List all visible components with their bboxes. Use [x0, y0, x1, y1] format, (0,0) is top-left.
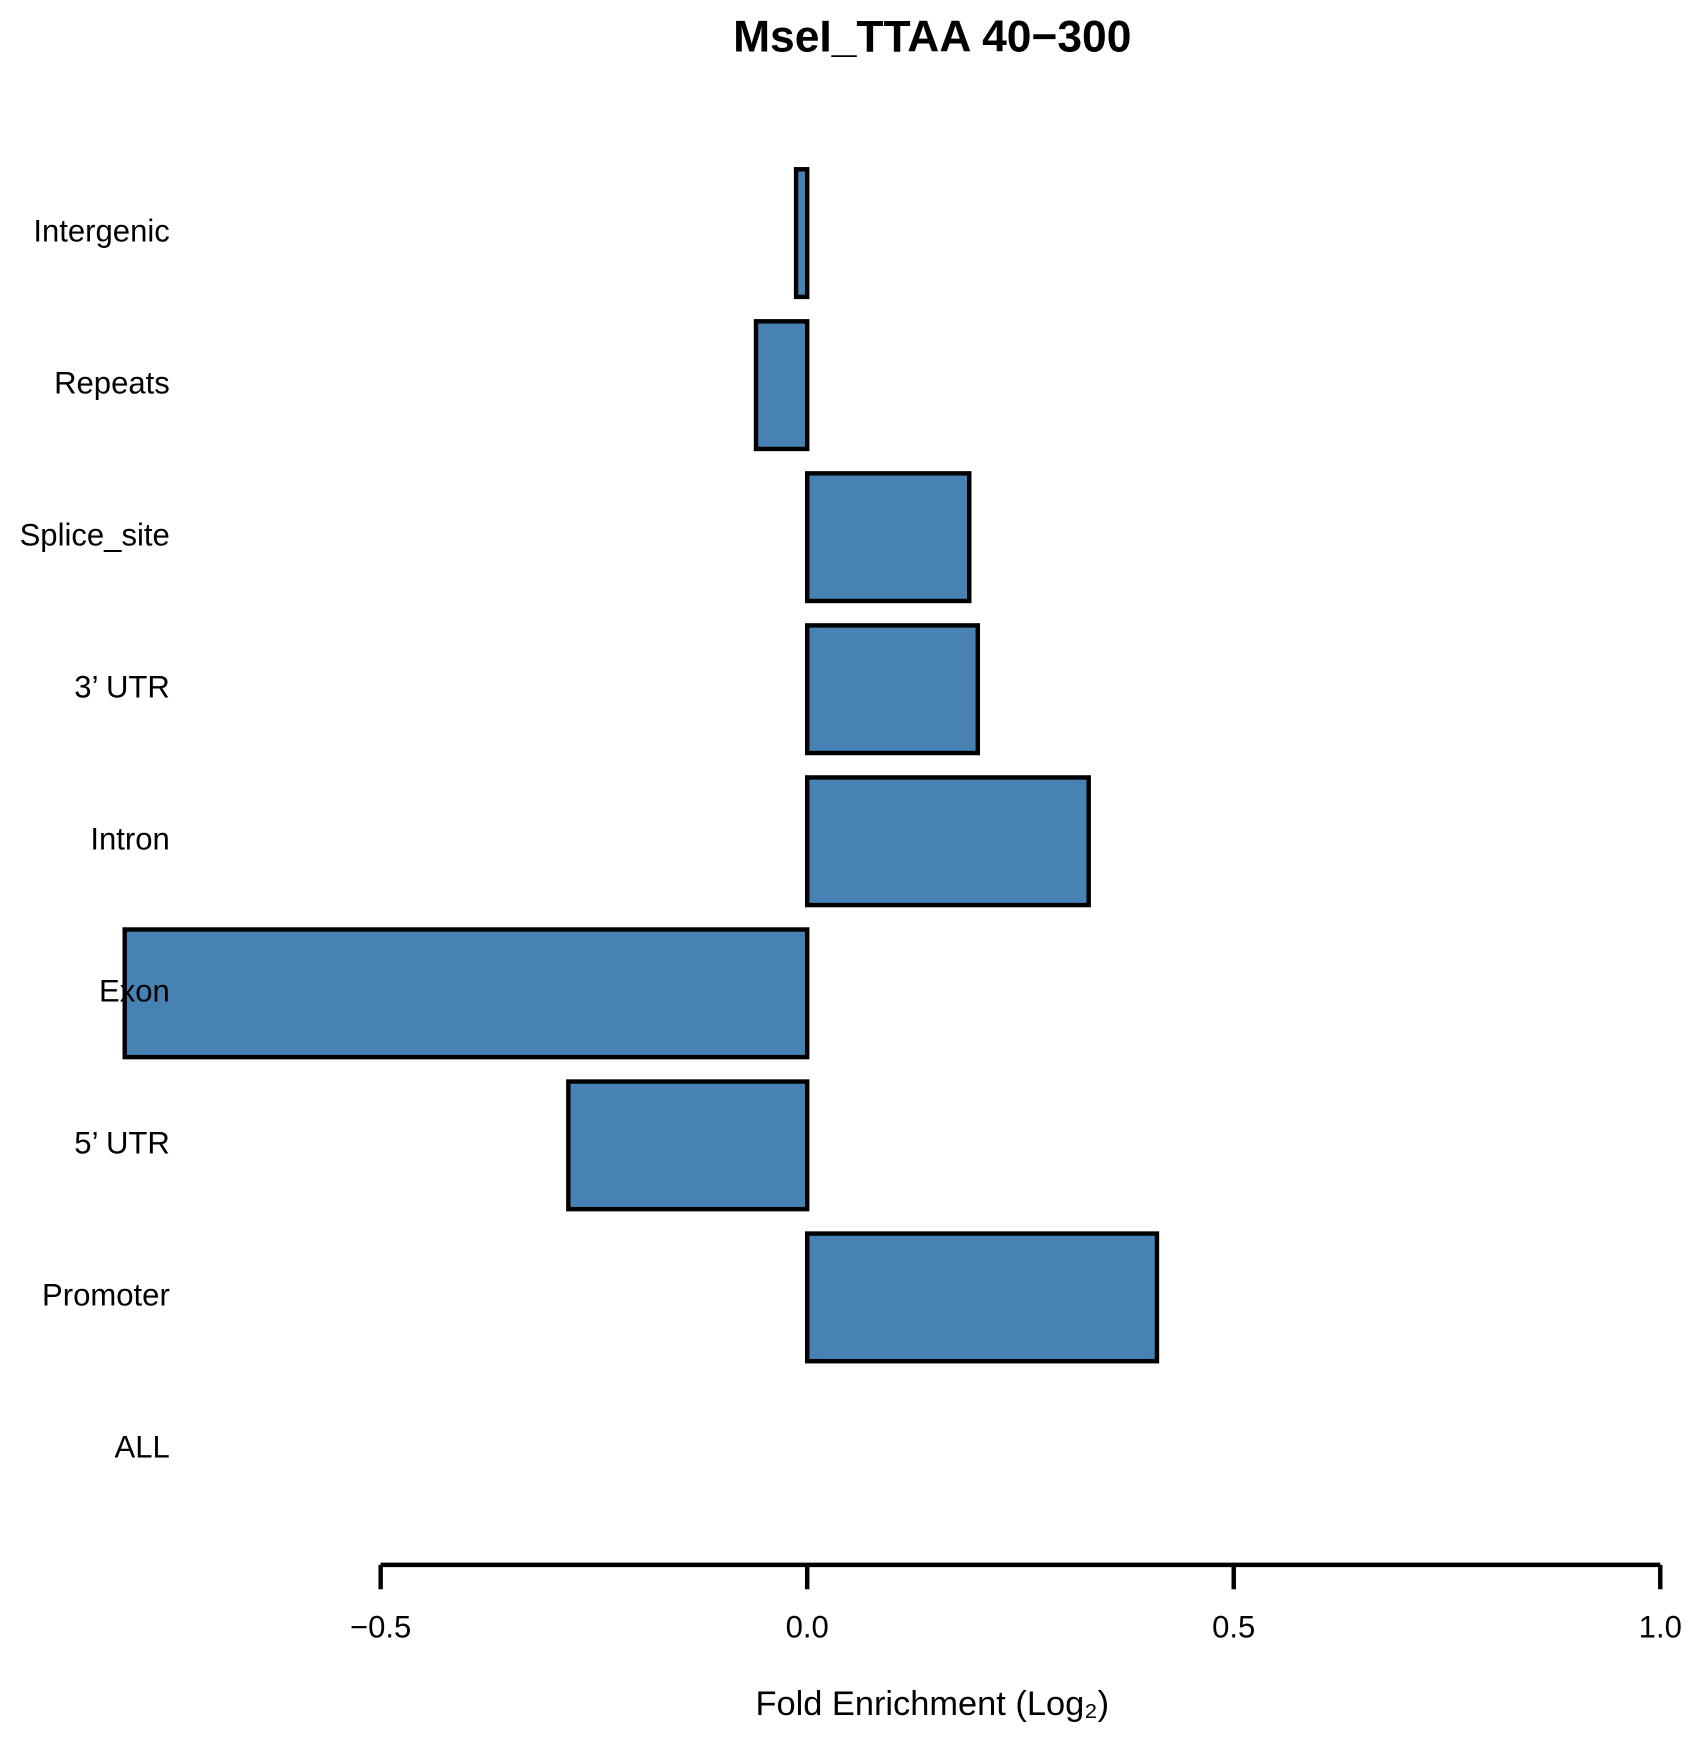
- x-tick-label: 0.0: [786, 1609, 829, 1644]
- y-tick-label: Promoter: [42, 1278, 170, 1313]
- bar: [122, 927, 810, 1060]
- x-tick-label: 1.0: [1639, 1609, 1682, 1644]
- y-tick-label: 3’ UTR: [74, 669, 170, 704]
- y-tick-label: Repeats: [54, 365, 170, 400]
- y-tick-label: Exon: [99, 974, 170, 1009]
- y-tick-label: 5’ UTR: [74, 1126, 170, 1161]
- bar: [804, 1231, 1160, 1364]
- y-tick-label: ALL: [115, 1430, 170, 1465]
- bar: [804, 623, 981, 756]
- bar: [566, 1079, 810, 1212]
- y-tick-label: Intron: [90, 821, 169, 856]
- x-axis-label: Fold Enrichment (Log₂): [755, 1685, 1109, 1723]
- y-tick-label: Splice_site: [20, 517, 170, 552]
- y-tick-label: Intergenic: [33, 213, 169, 248]
- bar: [804, 775, 1091, 908]
- bar: [804, 471, 972, 604]
- chart-title: MseI_TTAA 40−300: [733, 13, 1131, 62]
- x-tick-label: 0.5: [1212, 1609, 1255, 1644]
- bar: [753, 319, 810, 452]
- bar: [793, 167, 810, 300]
- x-tick-label: −0.5: [350, 1609, 411, 1644]
